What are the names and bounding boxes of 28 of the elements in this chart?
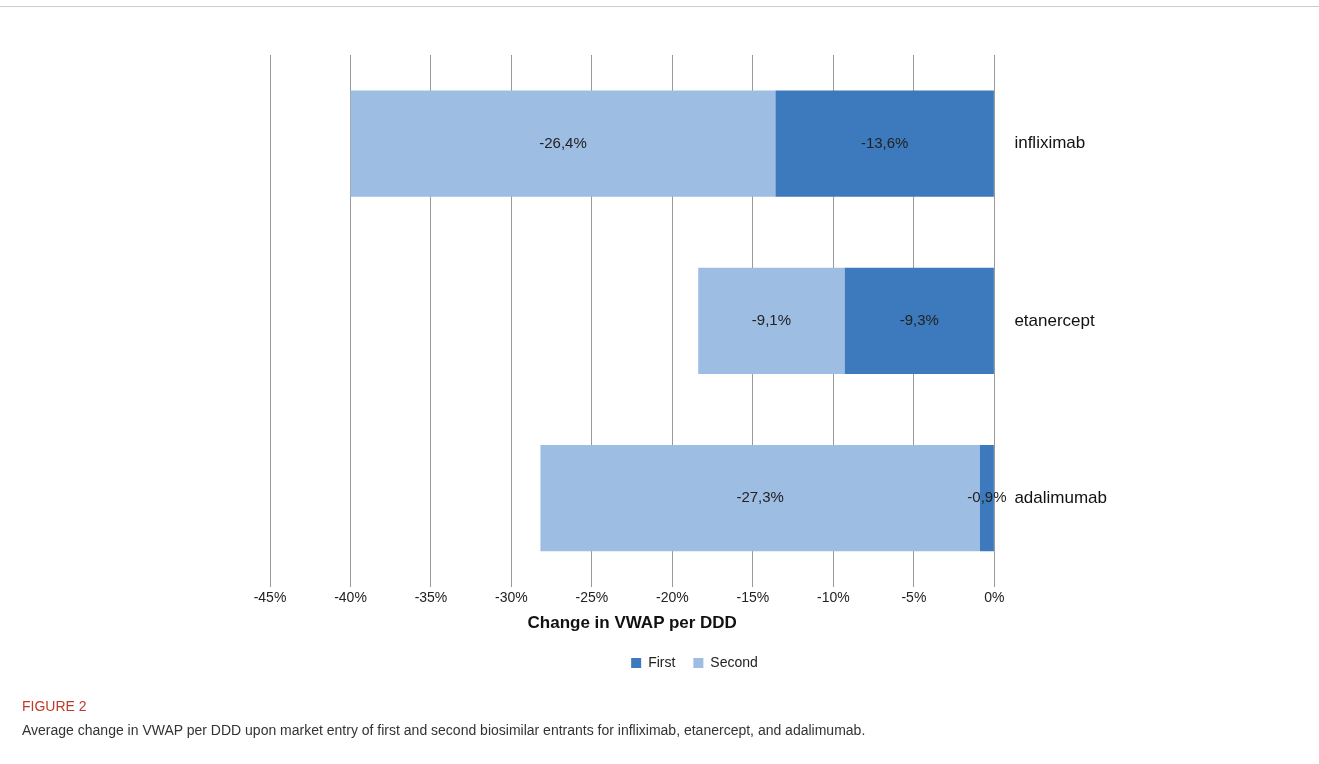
- y-tick-label: etanercept: [1014, 310, 1096, 330]
- bar: [698, 267, 845, 375]
- x-axis-title: Change in VWAP per DDD: [527, 613, 737, 633]
- x-tick-label: -30%: [495, 589, 528, 606]
- y-tick-label: adalimumab: [1014, 487, 1108, 507]
- x-tick-label: -5%: [901, 589, 927, 606]
- y-tick-label: infliximab: [1014, 133, 1086, 153]
- data-label: -27,3%: [736, 488, 784, 506]
- legend-label: First: [648, 653, 676, 670]
- data-label: -13,6%: [860, 133, 909, 151]
- x-tick-label: -20%: [656, 589, 689, 606]
- legend-label: Second: [710, 653, 758, 670]
- x-tick-label: -10%: [817, 589, 850, 606]
- x-tick-label: -35%: [414, 589, 448, 606]
- bar: [844, 267, 994, 375]
- x-tick-label: -45%: [253, 589, 287, 606]
- x-tick-label: -15%: [736, 589, 770, 606]
- x-tick-label: 0%: [984, 589, 1005, 606]
- data-label: -9,3%: [899, 311, 939, 329]
- data-label: -0,9%: [967, 488, 1007, 506]
- data-label: -9,1%: [751, 311, 792, 329]
- x-tick-label: -40%: [334, 589, 367, 606]
- data-label: -26,4%: [539, 133, 587, 151]
- text: Average change in VWAP per DDD upon market entry of first and second biosimilar entrants for infliximab, etanercept, and adalimumab.: [22, 722, 866, 738]
- text: FIGURE 2: [22, 698, 87, 714]
- bar: [350, 90, 776, 197]
- x-tick-label: -25%: [575, 589, 609, 606]
- bar: [775, 90, 994, 197]
